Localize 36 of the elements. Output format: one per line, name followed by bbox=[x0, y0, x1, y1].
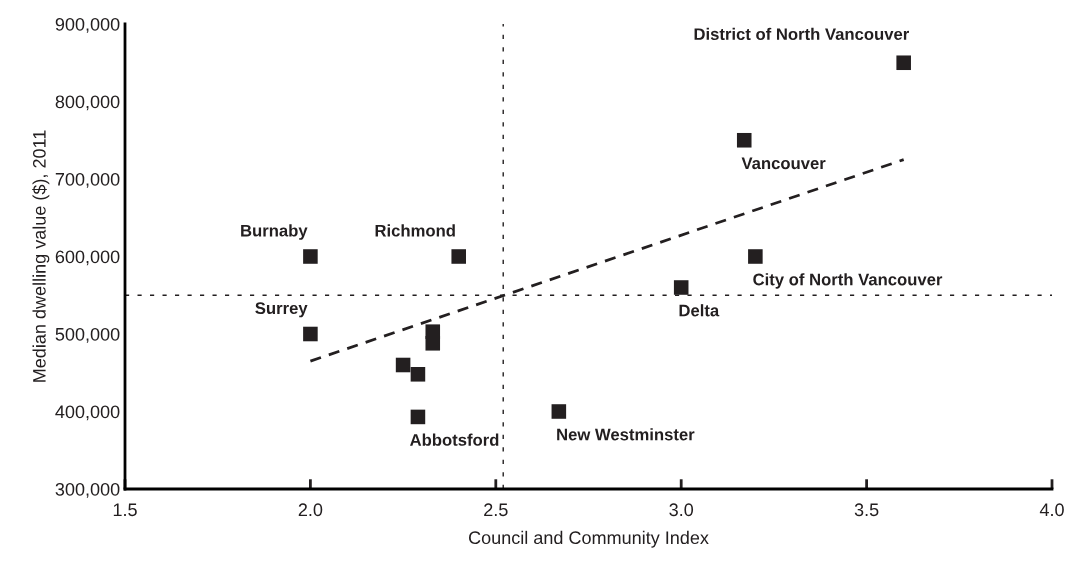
y-tick-label: 400,000 bbox=[55, 405, 120, 421]
annotation: Vancouver bbox=[741, 157, 826, 170]
y-tick-label: 700,000 bbox=[55, 172, 120, 188]
y-tick-label: 600,000 bbox=[55, 250, 120, 266]
annotation: Abbotsford bbox=[410, 433, 499, 446]
y-axis-title: Median dwelling value ($), 2011 bbox=[32, 130, 50, 382]
point bbox=[303, 249, 318, 264]
x-tick-label: 4.0 bbox=[1039, 503, 1064, 517]
annotation: New Westminster bbox=[557, 428, 695, 441]
annotation: City of North Vancouver bbox=[753, 273, 943, 289]
point bbox=[748, 249, 763, 264]
point bbox=[425, 336, 441, 351]
point bbox=[673, 280, 689, 295]
x-tick-label: 2.0 bbox=[298, 503, 323, 517]
x-tick-label: 3.5 bbox=[854, 503, 879, 517]
x-tick-label: 1.5 bbox=[113, 503, 137, 517]
point bbox=[395, 357, 411, 373]
y-tick-label: 800,000 bbox=[55, 95, 120, 111]
y-tick-label: 900,000 bbox=[55, 17, 120, 33]
point bbox=[736, 132, 752, 148]
point bbox=[410, 409, 426, 425]
x-axis-title: Council and Community Index bbox=[468, 530, 709, 548]
annotation: Surrey bbox=[255, 302, 308, 318]
point bbox=[410, 367, 426, 382]
annotation: Delta bbox=[679, 304, 720, 317]
y-tick-label: 300,000 bbox=[55, 482, 120, 498]
point bbox=[896, 55, 911, 71]
point bbox=[451, 249, 466, 264]
y-tick-label: 500,000 bbox=[55, 327, 120, 343]
x-tick-label: 2.5 bbox=[484, 503, 508, 517]
point bbox=[303, 326, 318, 342]
x-tick-label: 3.0 bbox=[669, 503, 694, 517]
annotation: Burnaby bbox=[241, 224, 308, 240]
point bbox=[551, 404, 567, 419]
annotation: District of North Vancouver bbox=[694, 27, 909, 41]
annotation: Richmond bbox=[375, 224, 455, 237]
